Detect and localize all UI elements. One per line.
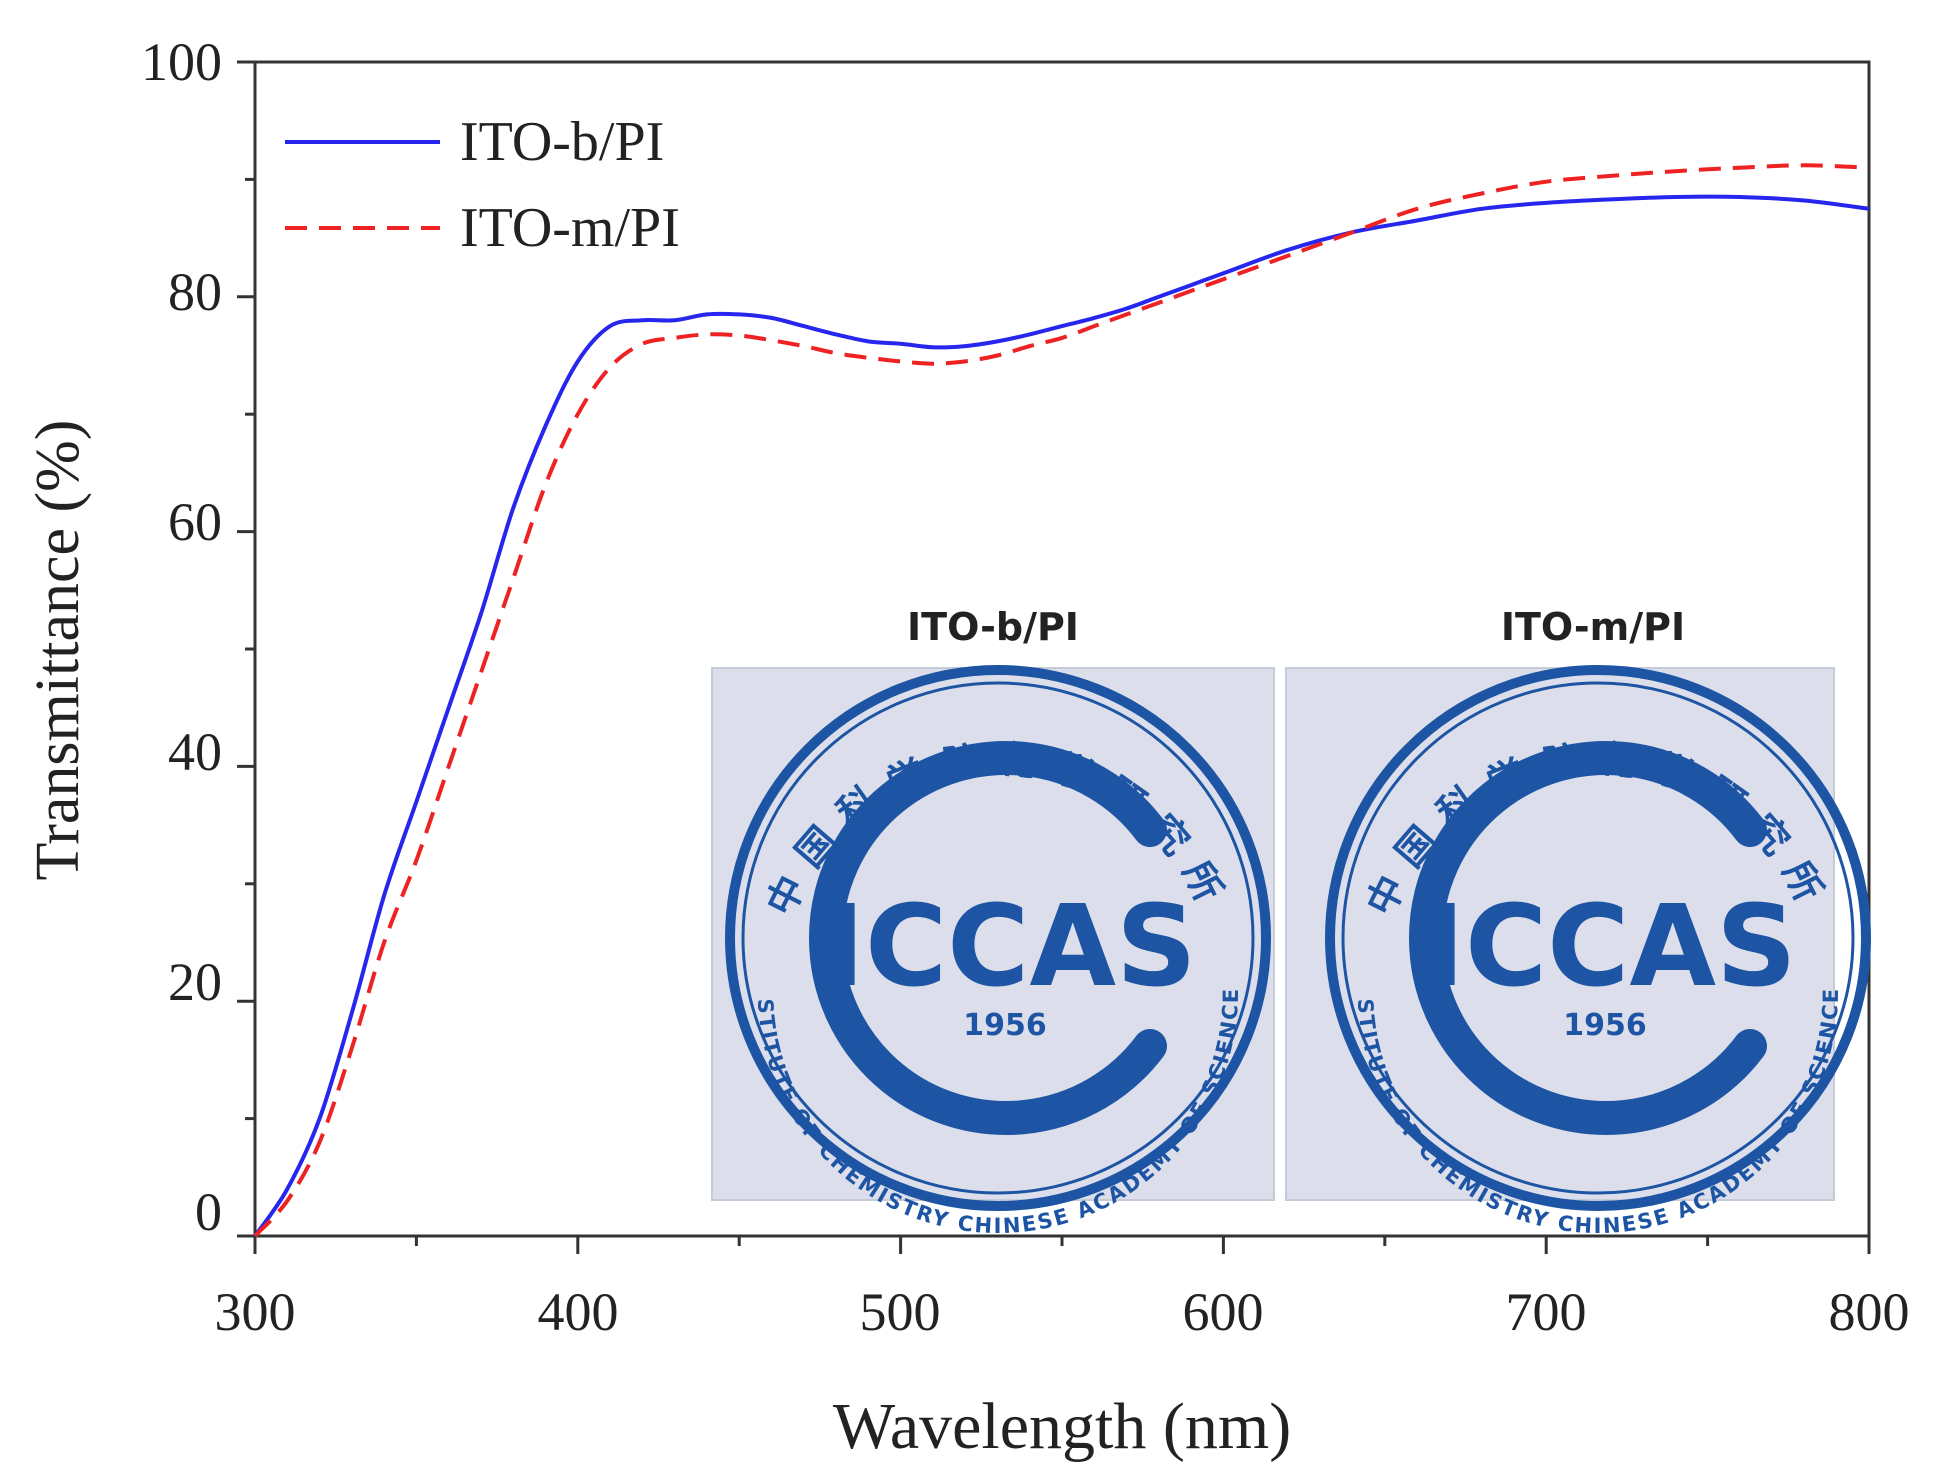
x-tick-label: 600 [1183, 1282, 1264, 1342]
legend-label-ito-m: ITO-m/PI [460, 197, 680, 259]
y-tick-label: 100 [141, 32, 222, 92]
x-tick-label: 700 [1506, 1282, 1587, 1342]
inset-label-right: ITO-m/PI [1501, 605, 1685, 649]
y-tick-label: 20 [168, 952, 222, 1012]
x-axis-title: Wavelength (nm) [833, 1390, 1291, 1463]
logo-year-text: 1956 [1563, 1008, 1647, 1043]
logo-year-text: 1956 [963, 1008, 1047, 1043]
legend: ITO-b/PI ITO-m/PI [285, 111, 680, 259]
y-axis-title: Transmittance (%) [24, 420, 92, 881]
inset-label-left: ITO-b/PI [907, 605, 1079, 649]
x-tick-label: 300 [215, 1282, 296, 1342]
x-tick-label: 800 [1829, 1282, 1910, 1342]
y-tick-label: 40 [168, 722, 222, 782]
series-layer [253, 163, 1870, 1238]
y-tick-label: 80 [168, 262, 222, 322]
logo-iccas-text: ICCAS [1423, 882, 1796, 1012]
legend-label-ito-b: ITO-b/PI [460, 111, 664, 173]
inset-photos: ITO-b/PI ITO-m/PI 中国科学院化学研究所 INSTITUTE O… [0, 0, 1871, 1238]
series-line-ito-b-pi [253, 194, 1870, 1238]
x-tick-label: 500 [860, 1282, 941, 1342]
y-tick-label: 0 [195, 1182, 222, 1242]
x-tick-label: 400 [538, 1282, 619, 1342]
series-line-ito-m-pi [253, 163, 1870, 1238]
axis-ticks [237, 60, 1871, 1254]
logo-iccas-text: ICCAS [823, 882, 1196, 1012]
y-tick-label: 60 [168, 492, 222, 552]
